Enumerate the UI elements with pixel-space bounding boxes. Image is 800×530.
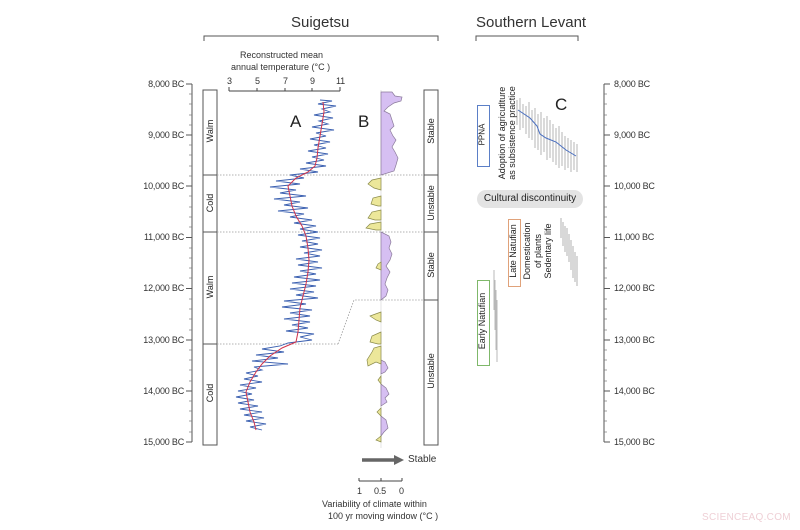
left-tick-12000: 12,000 BC bbox=[143, 283, 184, 293]
late-natufian-date-bars bbox=[560, 218, 578, 286]
temp-tick-11: 11 bbox=[336, 76, 345, 86]
late-natufian-desc-1: Domestication bbox=[522, 222, 532, 280]
temperature-smoothed-series bbox=[245, 101, 325, 431]
right-time-axis bbox=[603, 83, 610, 443]
right-tick-10000: 10,000 BC bbox=[614, 181, 655, 191]
panel-label-c: C bbox=[555, 95, 568, 114]
temperature-axis-title-1: Reconstructed mean bbox=[240, 50, 324, 60]
climate-phase-walm-1: Walm bbox=[205, 119, 215, 143]
right-tick-14000: 14,000 BC bbox=[614, 386, 655, 396]
early-natufian-label: Early Natufian bbox=[477, 292, 487, 350]
ppna-box bbox=[477, 105, 490, 167]
left-tick-11000: 11,000 BC bbox=[143, 232, 184, 242]
variability-axis bbox=[358, 478, 403, 482]
variability-stable-fill bbox=[380, 91, 403, 438]
right-tick-8000: 8,000 BC bbox=[614, 79, 650, 89]
boundary-lines bbox=[217, 174, 424, 345]
climate-phase-cold-1: Cold bbox=[205, 193, 215, 213]
suigetsu-bracket bbox=[203, 35, 439, 41]
stability-phase-stable-1: Stable bbox=[426, 118, 436, 144]
left-time-axis bbox=[186, 83, 193, 443]
early-natufian-box bbox=[477, 280, 490, 366]
stability-phase-unstable-1: Unstable bbox=[426, 185, 436, 221]
variability-axis-title-2: 100 yr moving window (°C ) bbox=[328, 511, 439, 521]
panel-label-b: B bbox=[358, 112, 370, 131]
temp-tick-7: 7 bbox=[283, 76, 288, 86]
stability-phase-column bbox=[423, 89, 439, 446]
late-natufian-box bbox=[508, 219, 521, 287]
right-tick-11000: 11,000 BC bbox=[614, 232, 655, 242]
variability-tick-1: 1 bbox=[357, 486, 362, 496]
watermark: SCIENCEAQ.COM bbox=[702, 512, 791, 523]
right-tick-9000: 9,000 BC bbox=[614, 130, 650, 140]
temp-tick-9: 9 bbox=[310, 76, 315, 86]
variability-tick-0: 0 bbox=[399, 486, 404, 496]
left-tick-15000: 15,000 BC bbox=[143, 437, 184, 447]
levant-bracket bbox=[475, 35, 579, 41]
panel-label-a: A bbox=[290, 112, 302, 131]
climate-phase-walm-2: Walm bbox=[205, 275, 215, 299]
left-time-minor-ticks bbox=[189, 93, 192, 433]
late-natufian-desc-3: Sedentary life bbox=[543, 223, 553, 279]
variability-tick-0-5: 0.5 bbox=[374, 486, 386, 496]
right-tick-12000: 12,000 BC bbox=[614, 283, 655, 293]
ppna-date-bars bbox=[516, 98, 578, 172]
early-natufian-date-bars bbox=[493, 270, 498, 362]
ppna-trend-line bbox=[517, 109, 577, 157]
suigetsu-title: Suigetsu bbox=[291, 14, 350, 31]
stability-phase-unstable-2: Unstable bbox=[426, 353, 436, 389]
left-tick-13000: 13,000 BC bbox=[143, 335, 184, 345]
left-tick-8000: 8,000 BC bbox=[148, 79, 184, 89]
temperature-axis-title-2: annual temperature (°C ) bbox=[231, 62, 331, 72]
stable-arrow-icon bbox=[362, 455, 404, 465]
late-natufian-desc-2: of plants bbox=[533, 233, 543, 269]
southern-levant-title: Southern Levant bbox=[476, 14, 587, 31]
ppna-label: PPNA bbox=[477, 123, 487, 146]
stable-arrow-label: Stable bbox=[408, 454, 437, 465]
climate-phase-cold-2: Cold bbox=[205, 383, 215, 403]
left-tick-10000: 10,000 BC bbox=[143, 181, 184, 191]
ppna-description-1: Adoption of agricutlture bbox=[497, 86, 507, 180]
ppna-description-2: as subsistence practice bbox=[507, 86, 517, 180]
left-tick-9000: 9,000 BC bbox=[148, 130, 184, 140]
late-natufian-label: Late Natufian bbox=[508, 224, 518, 278]
variability-axis-title-1: Variability of climate within bbox=[322, 499, 427, 509]
temp-tick-3: 3 bbox=[227, 76, 232, 86]
temp-tick-5: 5 bbox=[255, 76, 260, 86]
right-tick-13000: 13,000 BC bbox=[614, 335, 655, 345]
right-tick-15000: 15,000 BC bbox=[614, 437, 655, 447]
climate-phase-column bbox=[202, 89, 218, 446]
cultural-discontinuity-label: Cultural discontinuity bbox=[477, 190, 583, 208]
stability-phase-stable-2: Stable bbox=[426, 252, 436, 278]
temperature-axis bbox=[228, 87, 341, 92]
right-time-minor-ticks bbox=[604, 93, 607, 433]
left-tick-14000: 14,000 BC bbox=[143, 386, 184, 396]
variability-unstable-fill bbox=[365, 177, 382, 443]
